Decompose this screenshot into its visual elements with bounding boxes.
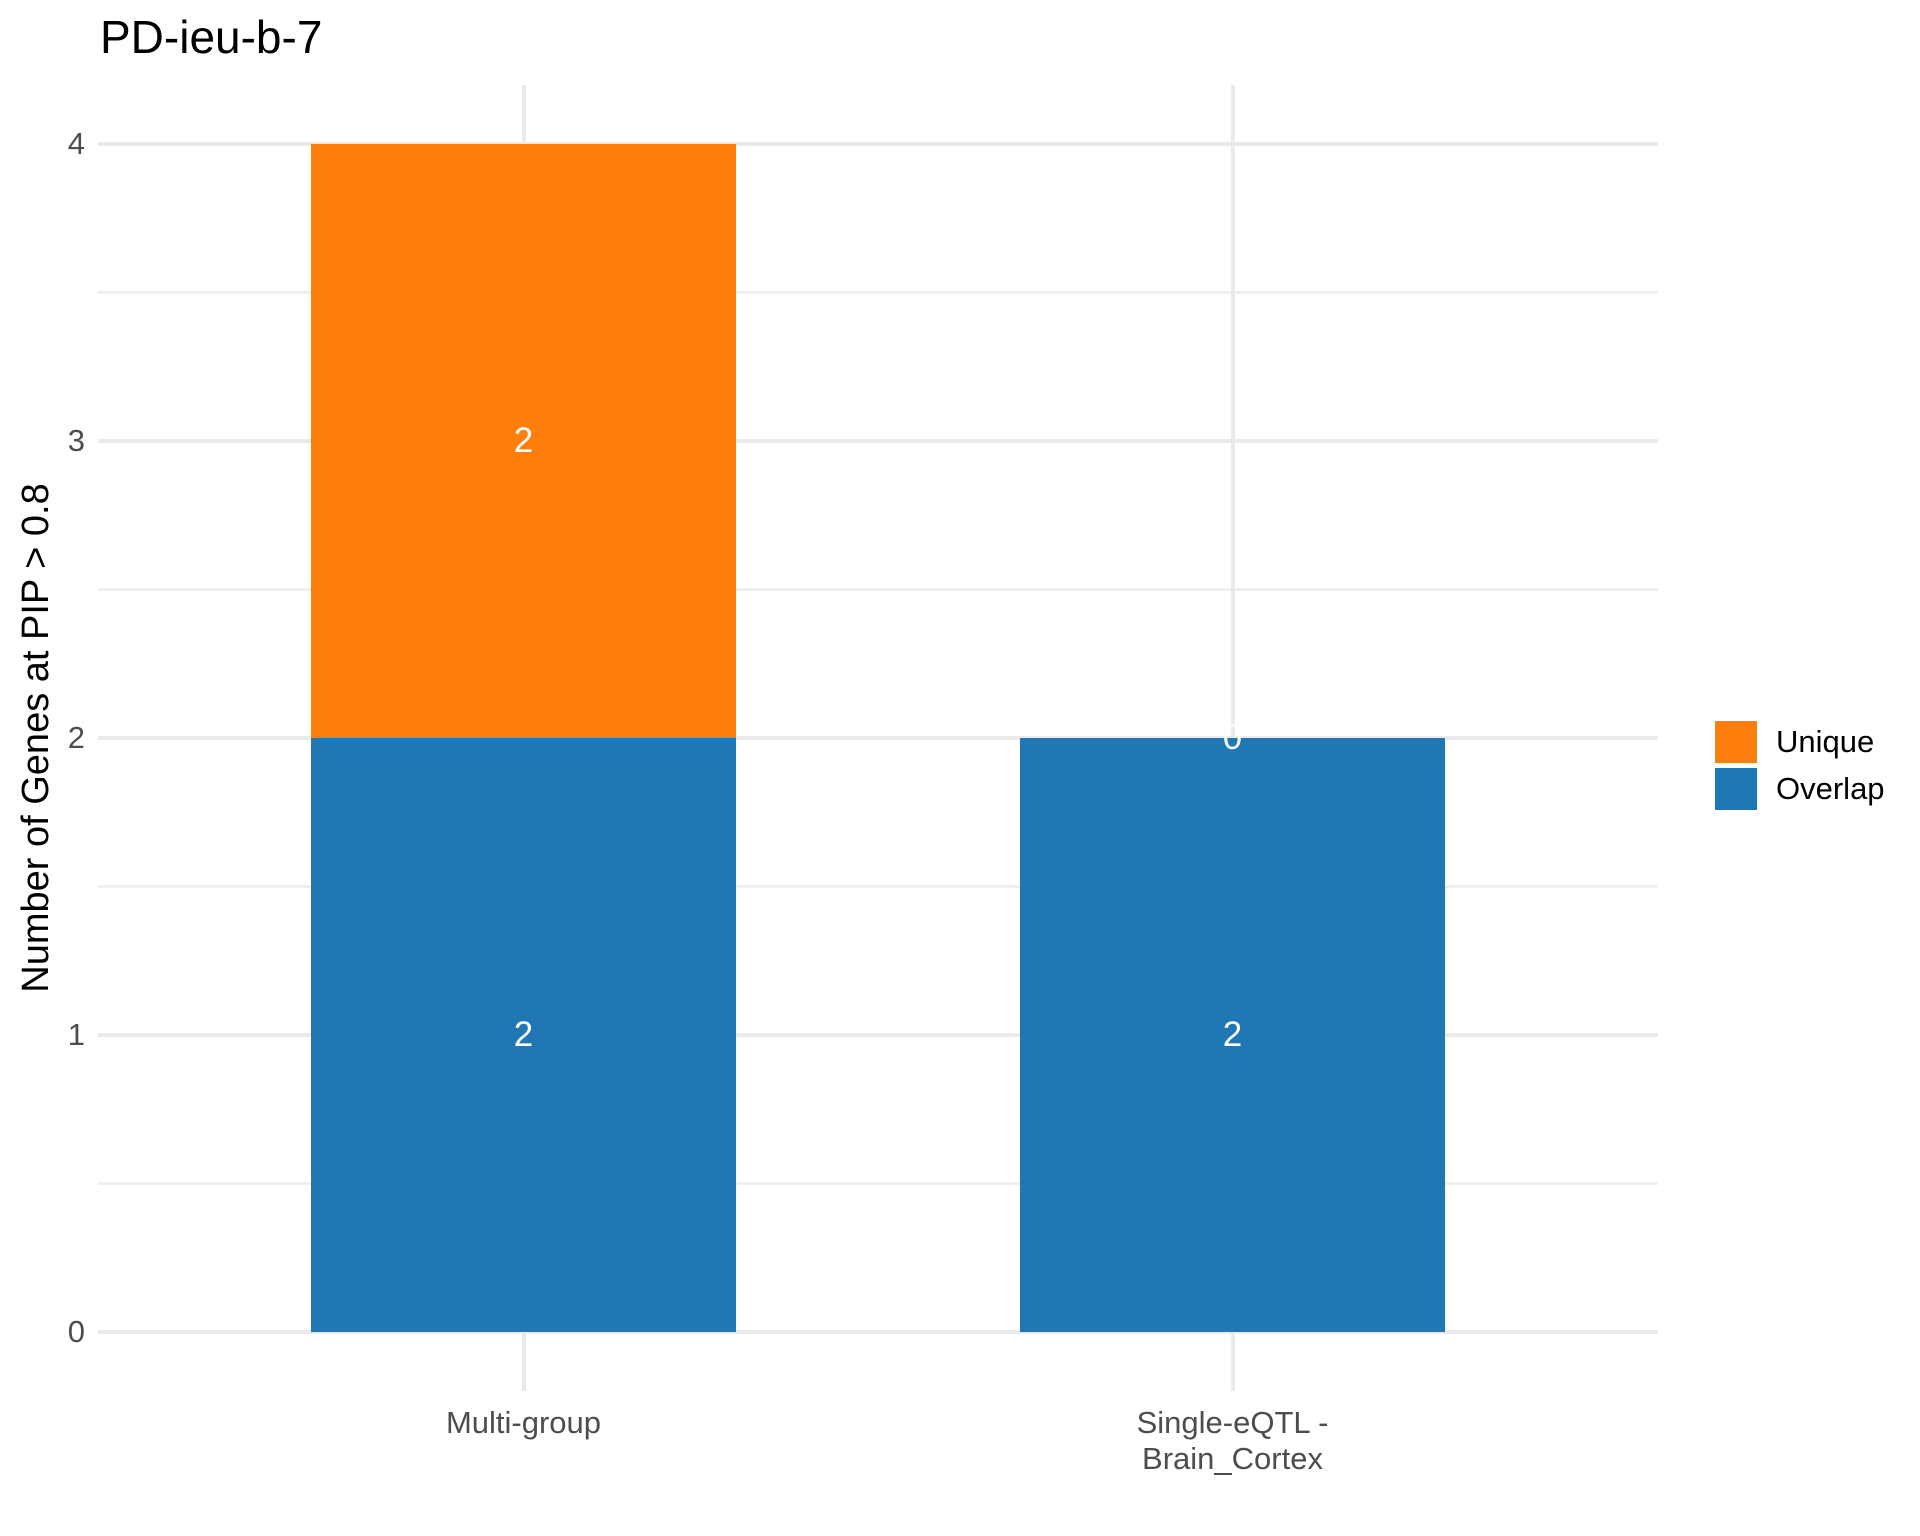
- gridline-y-3: [98, 439, 1658, 443]
- x-axis-label: Single-eQTL - Brain_Cortex: [1136, 1405, 1329, 1476]
- gridline-y-4: [98, 142, 1658, 146]
- gridline-y-minor-1.5: [98, 885, 1658, 888]
- bar-segment-overlap: [1020, 738, 1445, 1332]
- gridline-y-1: [98, 1033, 1658, 1037]
- bar-value-label: 2: [513, 1015, 534, 1054]
- bar-segment-overlap: [311, 738, 736, 1332]
- y-tick-label: 4: [67, 126, 85, 161]
- y-tick-label: 2: [67, 720, 85, 755]
- gridline-y-minor-3.5: [98, 291, 1658, 294]
- gridline-y-0: [98, 1330, 1658, 1334]
- gridline-y-2: [98, 736, 1658, 740]
- y-tick-label: 0: [67, 1314, 85, 1349]
- legend-key-overlap: [1715, 768, 1757, 810]
- legend-label: Overlap: [1776, 771, 1885, 806]
- y-tick-label: 3: [67, 423, 85, 458]
- gridline-y-minor-2.5: [98, 588, 1658, 591]
- chart-title: PD-ieu-b-7: [100, 11, 323, 63]
- legend-label: Unique: [1776, 724, 1875, 759]
- x-axis-label: Multi-group: [445, 1405, 602, 1440]
- bar-value-label: 2: [513, 421, 534, 460]
- legend-key-unique: [1715, 721, 1757, 763]
- bar-value-label: 2: [1222, 1015, 1243, 1054]
- bar-value-label: 0: [1222, 718, 1243, 757]
- bar-segment-unique: [311, 144, 736, 738]
- gridline-y-minor-0.5: [98, 1182, 1658, 1185]
- y-tick-label: 1: [67, 1017, 85, 1052]
